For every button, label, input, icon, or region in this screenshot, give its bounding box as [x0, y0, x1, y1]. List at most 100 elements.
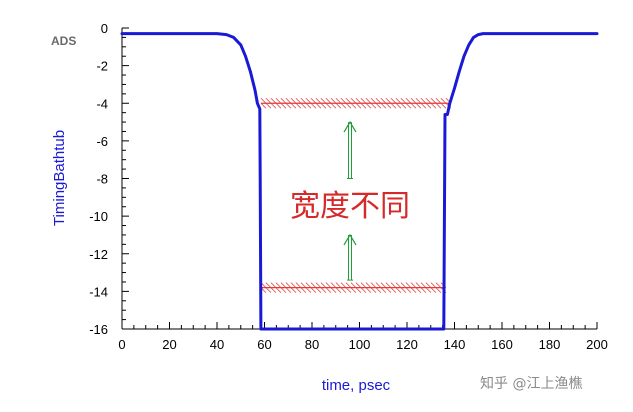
hatch-stroke: [340, 287, 347, 293]
y-tick-label: -16: [89, 322, 108, 337]
hatch-stroke: [385, 102, 392, 109]
hatch-stroke: [375, 287, 382, 293]
hatch-stroke: [405, 97, 412, 104]
hatch-stroke: [270, 102, 277, 109]
hatch-stroke: [320, 97, 327, 104]
y-tick-label: -2: [96, 59, 108, 74]
arrow-head: [343, 120, 357, 133]
hatch-stroke: [345, 97, 352, 104]
hatch-stroke: [440, 97, 447, 104]
y-tick-label: -8: [96, 172, 108, 187]
x-tick-label: 200: [586, 337, 608, 352]
hatch-stroke: [380, 287, 387, 293]
hatch-stroke: [340, 282, 347, 288]
hatch-stroke: [375, 102, 382, 109]
hatch-stroke: [370, 282, 377, 288]
hatch-stroke: [295, 97, 302, 104]
hatch-stroke: [400, 282, 407, 288]
hatch-stroke: [320, 282, 327, 288]
hatch-stroke: [430, 282, 437, 288]
hatch-stroke: [290, 287, 297, 293]
hatch-stroke: [370, 287, 377, 293]
hatch-stroke: [265, 102, 272, 109]
hatch-stroke: [410, 287, 417, 293]
hatch-stroke: [315, 102, 322, 109]
hatch-stroke: [295, 102, 302, 109]
hatch-stroke: [270, 287, 277, 293]
double-arrow: [343, 233, 357, 281]
hatch-stroke: [340, 102, 347, 109]
chart-ticks: 0 20 40 60 80 100 120 140 160 180 200 0 -2 -4 -6 -8 -10 -…: [89, 21, 608, 352]
hatch-stroke: [415, 287, 422, 293]
hatch-stroke: [410, 282, 417, 288]
hatch-stroke: [420, 102, 427, 109]
x-tick-label: 60: [257, 337, 271, 352]
hatch-stroke: [395, 102, 402, 109]
hatch-stroke: [360, 102, 367, 109]
hatch-stroke: [425, 97, 432, 104]
hatch-stroke: [310, 102, 317, 109]
hatch-stroke: [435, 97, 442, 104]
hatch-stroke: [370, 97, 377, 104]
hatch-stroke: [405, 282, 412, 288]
hatch-stroke: [330, 102, 337, 109]
hatch-stroke: [305, 97, 312, 104]
hatch-stroke: [425, 287, 432, 293]
hatch-stroke: [300, 97, 307, 104]
hatch-stroke: [290, 102, 297, 109]
hatch-stroke: [295, 287, 302, 293]
hatch-stroke: [410, 102, 417, 109]
hatch-stroke: [285, 97, 292, 104]
ads-watermark: ADS: [51, 34, 76, 48]
hatch-stroke: [440, 102, 447, 109]
hatch-stroke: [265, 287, 272, 293]
hatch-stroke: [275, 282, 282, 288]
hatch-stroke: [335, 287, 342, 293]
hatch-stroke: [415, 102, 422, 109]
hatch-stroke: [325, 97, 332, 104]
footer-watermark: 知乎 @江上渔樵: [480, 375, 582, 392]
x-tick-label: 140: [444, 337, 466, 352]
hatch-stroke: [275, 97, 282, 104]
hatch-stroke: [355, 102, 362, 109]
y-tick-label: -10: [89, 209, 108, 224]
hatch-stroke: [365, 282, 372, 288]
hatch-stroke: [395, 97, 402, 104]
hatch-stroke: [405, 287, 412, 293]
hatch-stroke: [375, 97, 382, 104]
hatch-stroke: [305, 282, 312, 288]
x-tick-label: 100: [349, 337, 371, 352]
hatch-stroke: [310, 282, 317, 288]
hatch-stroke: [305, 102, 312, 109]
hatch-stroke: [395, 282, 402, 288]
hatch-stroke: [405, 102, 412, 109]
hatch-stroke: [265, 282, 272, 288]
hatch-stroke: [365, 287, 372, 293]
hatch-stroke: [380, 97, 387, 104]
hatch-stroke: [270, 97, 277, 104]
hatch-stroke: [280, 282, 287, 288]
hatch-stroke: [275, 102, 282, 109]
chart-annotations: [260, 97, 452, 293]
y-tick-label: -6: [96, 134, 108, 149]
hatch-stroke: [325, 102, 332, 109]
hatch-stroke: [300, 282, 307, 288]
hatch-stroke: [420, 97, 427, 104]
hatch-stroke: [340, 97, 347, 104]
hatch-stroke: [355, 282, 362, 288]
hatch-stroke: [425, 282, 432, 288]
hatch-stroke: [315, 282, 322, 288]
hatch-stroke: [295, 282, 302, 288]
hatch-stroke: [415, 97, 422, 104]
hatch-stroke: [330, 282, 337, 288]
hatch-stroke: [350, 102, 357, 109]
hatch-stroke: [345, 282, 352, 288]
hatch-stroke: [350, 282, 357, 288]
double-arrow: [343, 120, 357, 179]
hatch-stroke: [305, 287, 312, 293]
hatch-stroke: [430, 102, 437, 109]
hatch-stroke: [365, 97, 372, 104]
hatch-stroke: [410, 97, 417, 104]
annotation-label: 宽度不同: [290, 189, 410, 224]
